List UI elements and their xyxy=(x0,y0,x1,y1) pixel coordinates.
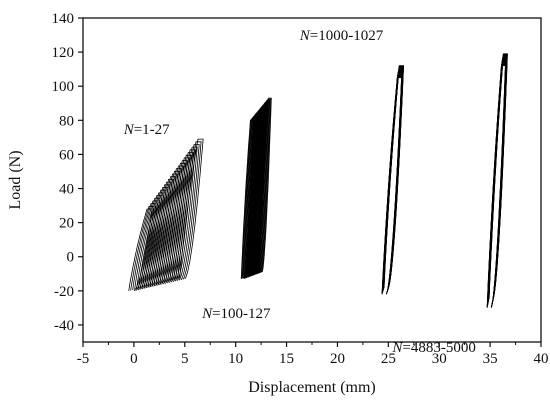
y-tick-label: -20 xyxy=(54,284,74,300)
x-tick-label: 35 xyxy=(483,351,498,367)
loop-cycle xyxy=(488,53,508,298)
x-tick-label: 5 xyxy=(181,351,189,367)
x-tick-label: 20 xyxy=(330,351,345,367)
x-tick-label: 0 xyxy=(130,351,138,367)
y-tick-label: 120 xyxy=(52,45,75,61)
y-tick-label: 40 xyxy=(59,182,74,198)
loop-cycle xyxy=(383,65,405,288)
cycle-label: N=1000-1027 xyxy=(299,28,384,44)
x-tick-label: 30 xyxy=(432,351,447,367)
axis-ticks: -5 0 5 10 15 20 25 30 35 40 -40 -20 0 20 40 60 80 100 120 1… xyxy=(52,11,549,367)
y-tick-label: 80 xyxy=(59,113,74,129)
y-tick-label: 20 xyxy=(59,216,74,232)
x-axis-title: Displacement (mm) xyxy=(248,379,376,396)
loop-cycle xyxy=(173,146,198,281)
series-cycles-1-27 xyxy=(128,138,204,292)
cycle-label: N=1-27 xyxy=(123,122,170,138)
x-tick-label: 15 xyxy=(279,351,294,367)
cycle-annotations: N=1-27 N=100-127 N=1000-1027 N=4883-5000 xyxy=(123,28,476,356)
series-cycles-100-127 xyxy=(240,97,272,280)
y-tick-label: 0 xyxy=(67,250,75,266)
x-tick-label: 40 xyxy=(534,351,549,367)
x-tick-label: -5 xyxy=(77,351,90,367)
loop-cycle xyxy=(179,138,204,280)
loop-cycle xyxy=(383,69,404,290)
y-tick-label: 140 xyxy=(52,11,75,27)
cycle-label: N=100-127 xyxy=(201,306,271,322)
x-tick-label: 25 xyxy=(381,351,396,367)
cycle-label: N=4883-5000 xyxy=(391,340,475,356)
hysteresis-loops xyxy=(128,53,508,309)
y-tick-label: 60 xyxy=(59,147,74,163)
loop-cycle xyxy=(259,97,272,273)
y-tick-label: 100 xyxy=(52,79,75,95)
y-tick-label: -40 xyxy=(54,318,74,334)
series-cycles-4883-5000 xyxy=(486,53,508,309)
y-axis-title: Load (N) xyxy=(7,150,24,209)
x-tick-label: 10 xyxy=(228,351,243,367)
loop-cycle xyxy=(177,141,202,280)
series-cycles-1000-1027 xyxy=(381,65,405,295)
loop-cycle xyxy=(258,98,272,273)
plot-frame xyxy=(82,17,542,343)
